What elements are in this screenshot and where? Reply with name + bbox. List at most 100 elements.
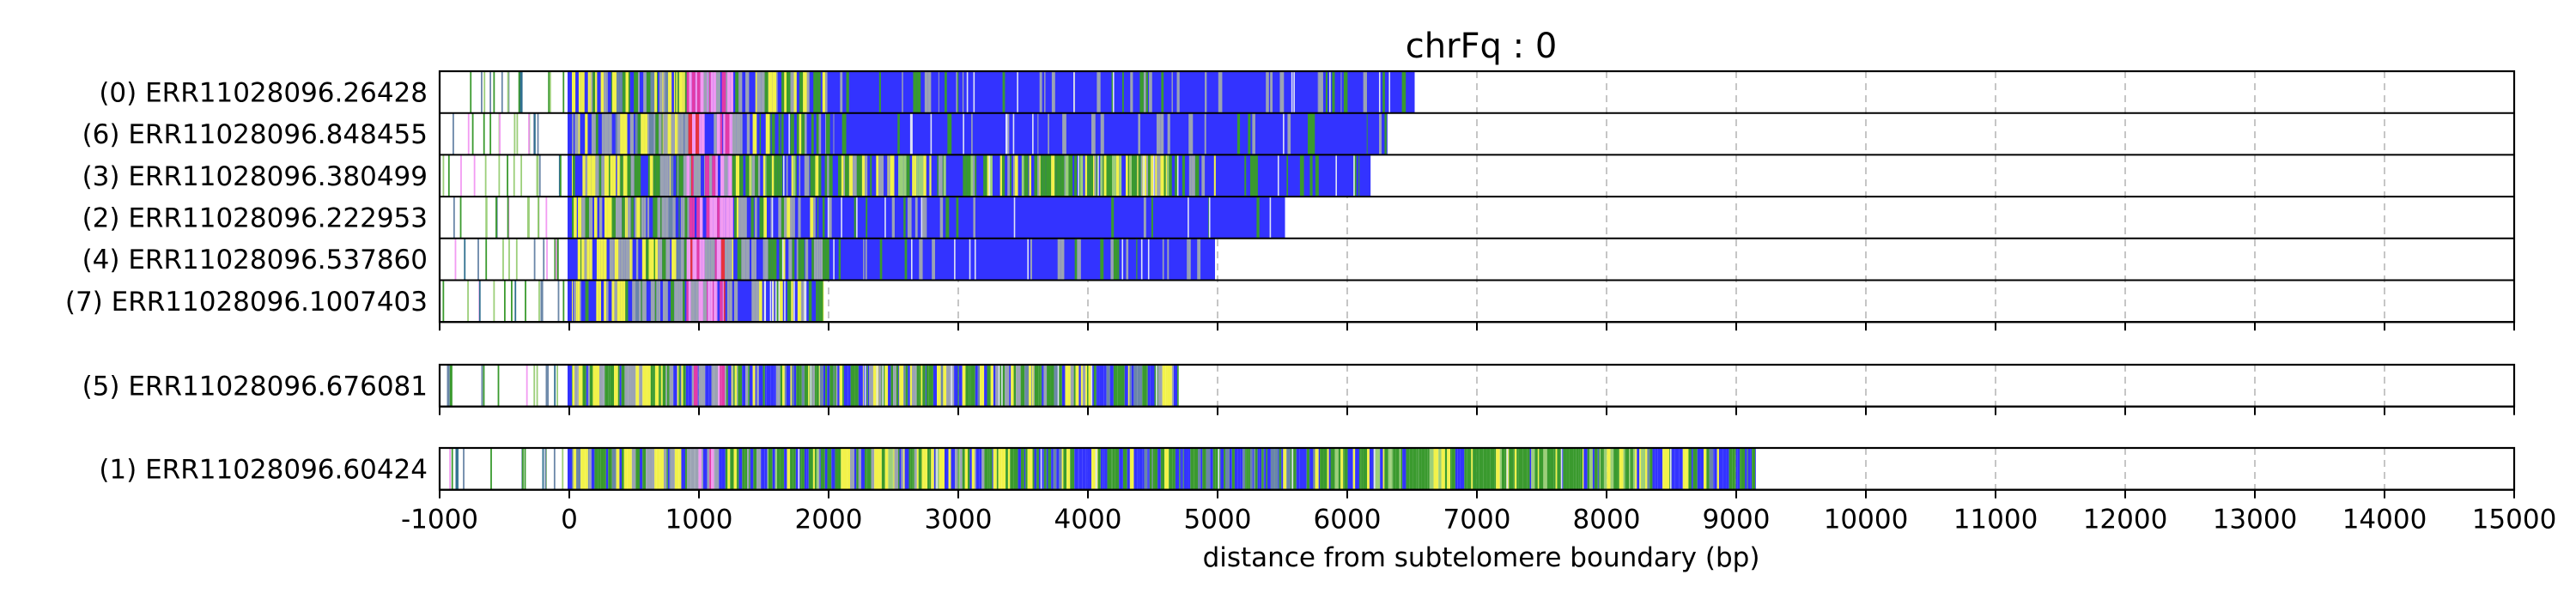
repeat-segment bbox=[678, 365, 680, 407]
subtelomere-mark bbox=[538, 280, 540, 323]
gap-mark bbox=[1560, 448, 1563, 490]
track-label: (0) ERR11028096.26428 bbox=[99, 77, 428, 108]
subtelomere-mark bbox=[449, 365, 452, 407]
repeat-segment bbox=[647, 154, 650, 197]
repeat-segment bbox=[810, 197, 814, 239]
repeat-segment bbox=[595, 154, 599, 197]
gap-mark bbox=[1097, 154, 1099, 197]
repeat-segment bbox=[755, 154, 758, 197]
repeat-segment bbox=[818, 448, 820, 490]
repeat-segment bbox=[1716, 448, 1719, 490]
repeat-segment bbox=[1093, 154, 1095, 197]
repeat-segment bbox=[1441, 448, 1445, 490]
subtelomere-mark bbox=[537, 154, 539, 197]
repeat-segment bbox=[739, 154, 741, 197]
repeat-segment bbox=[1064, 154, 1066, 197]
repeat-segment bbox=[691, 112, 696, 155]
repeat-segment bbox=[620, 280, 623, 323]
repeat-segment bbox=[766, 154, 769, 197]
repeat-segment bbox=[1476, 448, 1479, 490]
subtelomere-mark bbox=[542, 448, 544, 490]
repeat-segment bbox=[786, 154, 788, 197]
repeat-segment bbox=[678, 448, 682, 490]
repeat-segment bbox=[863, 238, 865, 281]
subtelomere-mark bbox=[562, 448, 564, 490]
repeat-segment bbox=[1473, 448, 1477, 490]
repeat-segment bbox=[1379, 112, 1382, 155]
subtelomere-mark bbox=[459, 197, 462, 239]
repeat-segment bbox=[641, 112, 645, 155]
repeat-segment bbox=[574, 112, 577, 155]
repeat-segment bbox=[668, 365, 670, 407]
repeat-block bbox=[569, 112, 1388, 155]
repeat-segment bbox=[756, 71, 762, 113]
repeat-segment bbox=[1100, 154, 1103, 197]
repeat-segment bbox=[1204, 112, 1206, 155]
repeat-segment bbox=[960, 448, 963, 490]
repeat-segment bbox=[1537, 448, 1540, 490]
repeat-segment bbox=[653, 238, 655, 281]
repeat-segment bbox=[666, 238, 671, 281]
repeat-segment bbox=[805, 112, 807, 155]
repeat-segment bbox=[604, 112, 609, 155]
repeat-segment bbox=[791, 154, 793, 197]
repeat-segment bbox=[734, 365, 738, 407]
repeat-segment bbox=[933, 448, 936, 490]
repeat-segment bbox=[903, 365, 906, 407]
repeat-segment bbox=[1009, 365, 1012, 407]
repeat-segment bbox=[956, 71, 958, 113]
repeat-segment bbox=[1602, 448, 1604, 490]
repeat-segment bbox=[747, 448, 750, 490]
repeat-segment bbox=[728, 154, 732, 197]
repeat-segment bbox=[654, 280, 657, 323]
repeat-segment bbox=[839, 365, 843, 407]
repeat-segment bbox=[624, 365, 629, 407]
repeat-segment bbox=[620, 238, 624, 281]
subtelomere-mark bbox=[562, 71, 565, 113]
repeat-segment bbox=[772, 238, 777, 281]
repeat-segment bbox=[1085, 365, 1088, 407]
repeat-segment bbox=[1253, 448, 1255, 490]
repeat-segment bbox=[916, 365, 920, 407]
subtelomere-mark bbox=[478, 280, 481, 323]
repeat-segment bbox=[598, 365, 604, 407]
repeat-segment bbox=[1145, 71, 1148, 113]
repeat-segment bbox=[881, 448, 885, 490]
repeat-segment bbox=[598, 197, 603, 239]
repeat-segment bbox=[1740, 448, 1741, 490]
repeat-segment bbox=[1137, 154, 1139, 197]
repeat-segment bbox=[697, 154, 702, 197]
repeat-segment bbox=[643, 71, 647, 113]
subtelomere-mark bbox=[522, 448, 524, 490]
repeat-segment bbox=[784, 365, 787, 407]
repeat-segment bbox=[1501, 448, 1505, 490]
repeat-segment bbox=[617, 280, 621, 323]
repeat-segment bbox=[818, 365, 820, 407]
repeat-segment bbox=[1292, 448, 1294, 490]
repeat-segment bbox=[1555, 448, 1558, 490]
repeat-segment bbox=[824, 154, 828, 197]
repeat-segment bbox=[725, 112, 730, 155]
repeat-segment bbox=[688, 112, 692, 155]
repeat-segment bbox=[659, 448, 664, 490]
repeat-segment bbox=[631, 197, 635, 239]
repeat-segment bbox=[1112, 448, 1115, 490]
x-tick-label: 1000 bbox=[665, 505, 733, 535]
repeat-segment bbox=[696, 71, 701, 113]
repeat-segment bbox=[1065, 365, 1068, 407]
repeat-segment bbox=[709, 71, 711, 113]
repeat-segment bbox=[629, 238, 632, 281]
gap-mark bbox=[833, 238, 835, 281]
repeat-segment bbox=[681, 365, 683, 407]
repeat-segment bbox=[816, 365, 819, 407]
repeat-segment bbox=[1160, 448, 1165, 490]
repeat-segment bbox=[1117, 238, 1120, 281]
repeat-segment bbox=[1125, 154, 1128, 197]
repeat-segment bbox=[1169, 154, 1172, 197]
repeat-segment bbox=[1046, 448, 1048, 490]
repeat-segment bbox=[782, 238, 786, 281]
repeat-segment bbox=[674, 280, 677, 323]
repeat-segment bbox=[1534, 448, 1538, 490]
repeat-segment bbox=[1290, 448, 1293, 490]
repeat-segment bbox=[1267, 448, 1271, 490]
